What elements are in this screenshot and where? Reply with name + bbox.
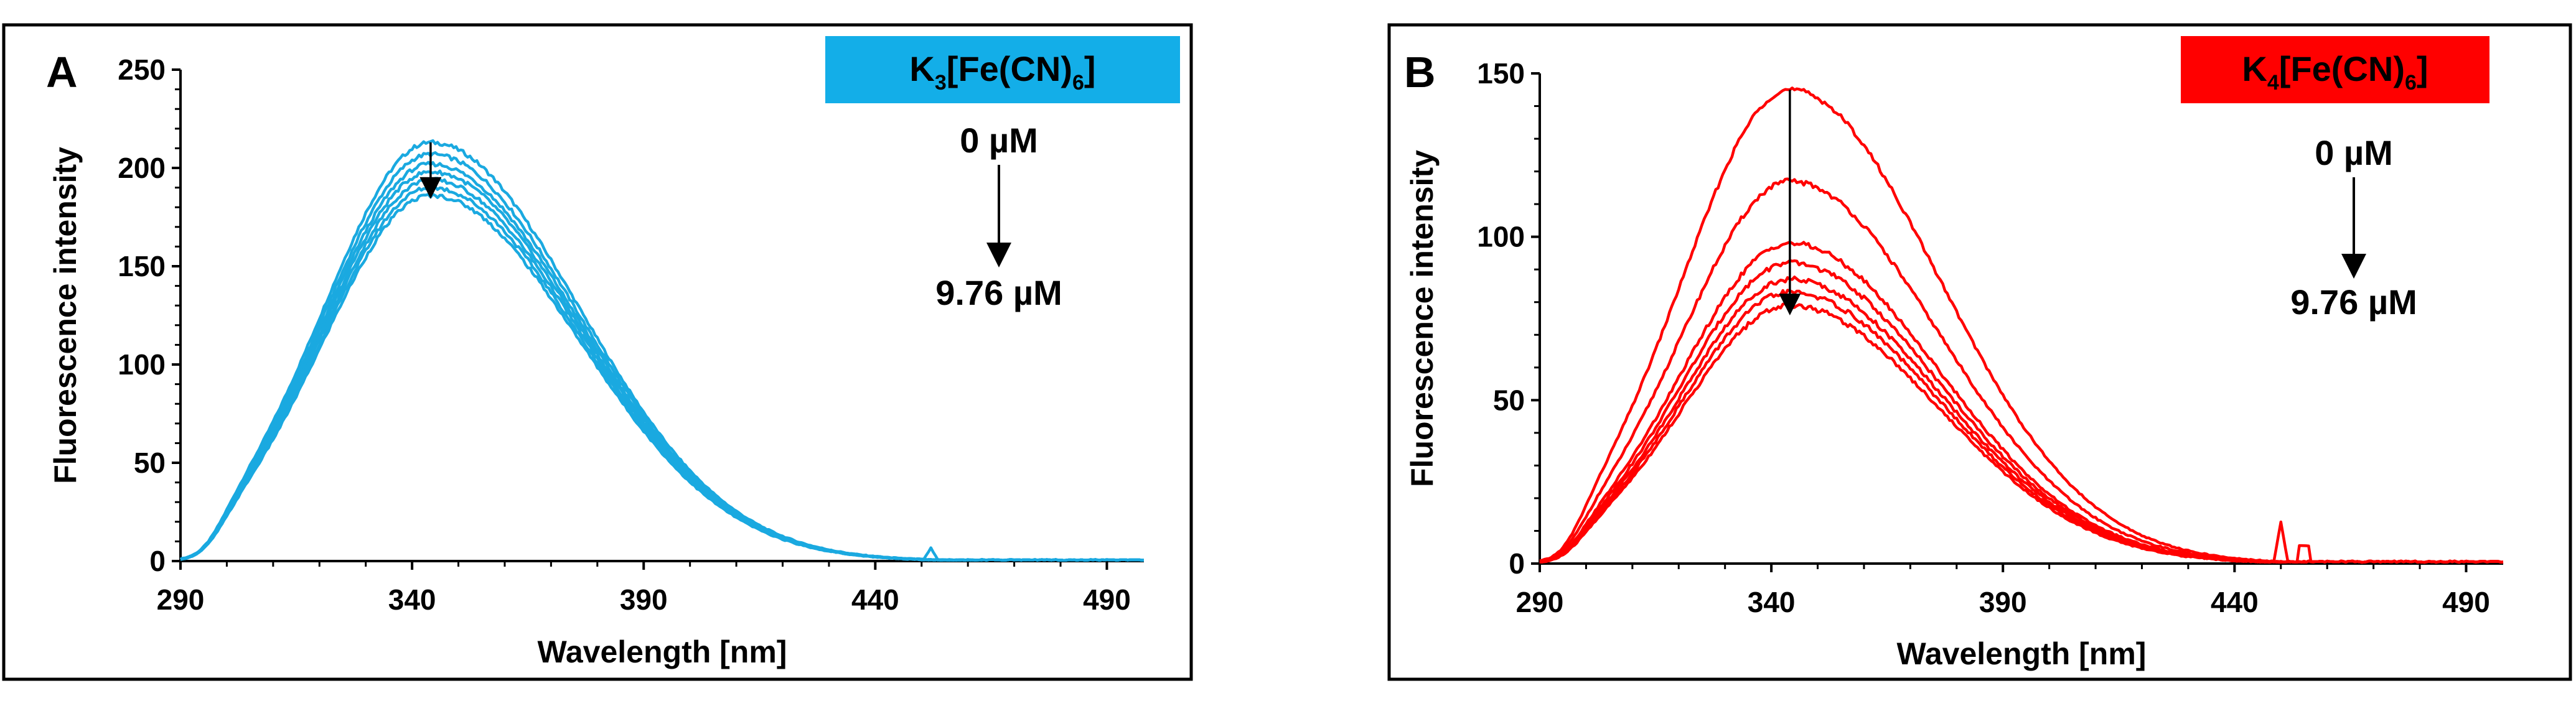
panel-a-y-tick-label: 100: [118, 348, 166, 381]
panel-b-x-tick-label: 290: [1516, 586, 1564, 618]
panel-a-y-axis-title: Fluorescence intensity: [48, 147, 83, 484]
panel-a-x-axis-title: Wavelength [nm]: [538, 634, 787, 669]
panel-a-series-line: [180, 193, 1144, 562]
panel-a-x-tick-label: 390: [620, 583, 668, 616]
panel-b-letter: B: [1404, 48, 1436, 96]
panel-a-y-tick-label: 50: [134, 447, 166, 479]
panel-b-x-tick-label: 390: [1979, 586, 2027, 618]
panel-a-x-tick-label: 440: [851, 583, 899, 616]
panel-a-letter: A: [46, 48, 78, 96]
panel-a-conc-end: 9.76 µM: [935, 273, 1062, 312]
panel-a-legend-box: [825, 36, 1180, 103]
panel-b-plot: 0 50 100 150 290 340 390 440 490 Wavelength [nm] F…: [1405, 57, 2504, 671]
panel-b-x-axis-title: Wavelength [nm]: [1897, 636, 2147, 671]
panel-a-x-tick-label: 290: [157, 583, 205, 616]
panel-b-frame: [1387, 23, 2572, 681]
panel-a-y-tick-label: 250: [118, 53, 166, 86]
panel-a-conc-start: 0 µM: [960, 121, 1038, 160]
panel-b-legend-box: [2181, 36, 2489, 103]
panel-b-y-tick-label: 0: [1509, 547, 1525, 580]
panel-b-series-line: [1539, 302, 2504, 564]
panel-a-frame: [2, 23, 1193, 681]
panel-a-y-tick-label: 200: [118, 152, 166, 184]
panel-b-y-tick-label: 150: [1477, 57, 1525, 90]
panel-b-conc-end: 9.76 µM: [2290, 282, 2417, 322]
panel-a-plot: 0 50 100 150 200 250 290 340 390 440 490 Wavelength…: [48, 53, 1144, 669]
panel-a-y-tick-label: 0: [149, 545, 166, 577]
panel-b-legend-label: K4[Fe(CN)6]: [2242, 49, 2428, 95]
panel-a-legend-label: K3[Fe(CN)6]: [909, 49, 1095, 95]
panel-b: B 0 50 100 150 290 340 390 440 490 Wavelength [nm…: [1387, 23, 2572, 681]
panel-b-conc-start: 0 µM: [2315, 133, 2393, 172]
panel-a-y-tick-label: 150: [118, 250, 166, 282]
panel-b-x-tick-label: 490: [2442, 586, 2490, 618]
panel-b-y-axis-title: Fluorescence intensity: [1405, 150, 1440, 487]
panel-b-y-tick-label: 100: [1477, 221, 1525, 253]
panel-b-x-tick-label: 340: [1748, 586, 1796, 618]
panel-b-x-tick-label: 440: [2211, 586, 2259, 618]
panel-a-x-tick-label: 340: [388, 583, 436, 616]
panel-a: A 0 50 100 150 200 250 290 340 390 440 490 Waveleng…: [2, 23, 1193, 681]
panel-b-y-tick-label: 50: [1493, 384, 1525, 416]
panel-a-x-tick-label: 490: [1083, 583, 1131, 616]
